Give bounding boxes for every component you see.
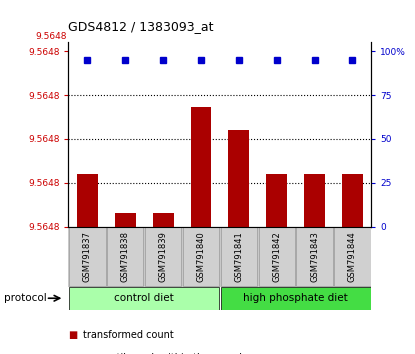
Text: GSM791838: GSM791838: [121, 231, 130, 282]
Text: GSM791839: GSM791839: [159, 231, 168, 282]
Text: control diet: control diet: [115, 293, 174, 303]
Text: transformed count: transformed count: [83, 330, 174, 339]
Bar: [334, 227, 371, 286]
Bar: [221, 227, 257, 286]
Text: ■: ■: [68, 353, 78, 354]
Bar: [115, 212, 136, 227]
Text: percentile rank within the sample: percentile rank within the sample: [83, 353, 248, 354]
Text: GSM791837: GSM791837: [83, 231, 92, 282]
Bar: [190, 107, 211, 227]
Text: ■: ■: [68, 330, 78, 339]
Text: GSM791841: GSM791841: [234, 231, 243, 282]
Text: GSM791842: GSM791842: [272, 231, 281, 282]
Bar: [342, 174, 363, 227]
Bar: [229, 130, 249, 227]
Bar: [69, 287, 219, 310]
Bar: [145, 227, 181, 286]
Bar: [77, 174, 98, 227]
Text: GSM791843: GSM791843: [310, 231, 319, 282]
Bar: [221, 287, 371, 310]
Text: 9.5648: 9.5648: [35, 32, 66, 41]
Bar: [153, 212, 173, 227]
Bar: [107, 227, 144, 286]
Bar: [183, 227, 219, 286]
Text: high phosphate diet: high phosphate diet: [243, 293, 348, 303]
Bar: [69, 227, 105, 286]
Bar: [296, 227, 333, 286]
Bar: [259, 227, 295, 286]
Text: protocol: protocol: [4, 293, 47, 303]
Text: GDS4812 / 1383093_at: GDS4812 / 1383093_at: [68, 20, 214, 33]
Bar: [304, 174, 325, 227]
Bar: [266, 174, 287, 227]
Text: GSM791844: GSM791844: [348, 231, 357, 282]
Text: GSM791840: GSM791840: [197, 231, 205, 282]
